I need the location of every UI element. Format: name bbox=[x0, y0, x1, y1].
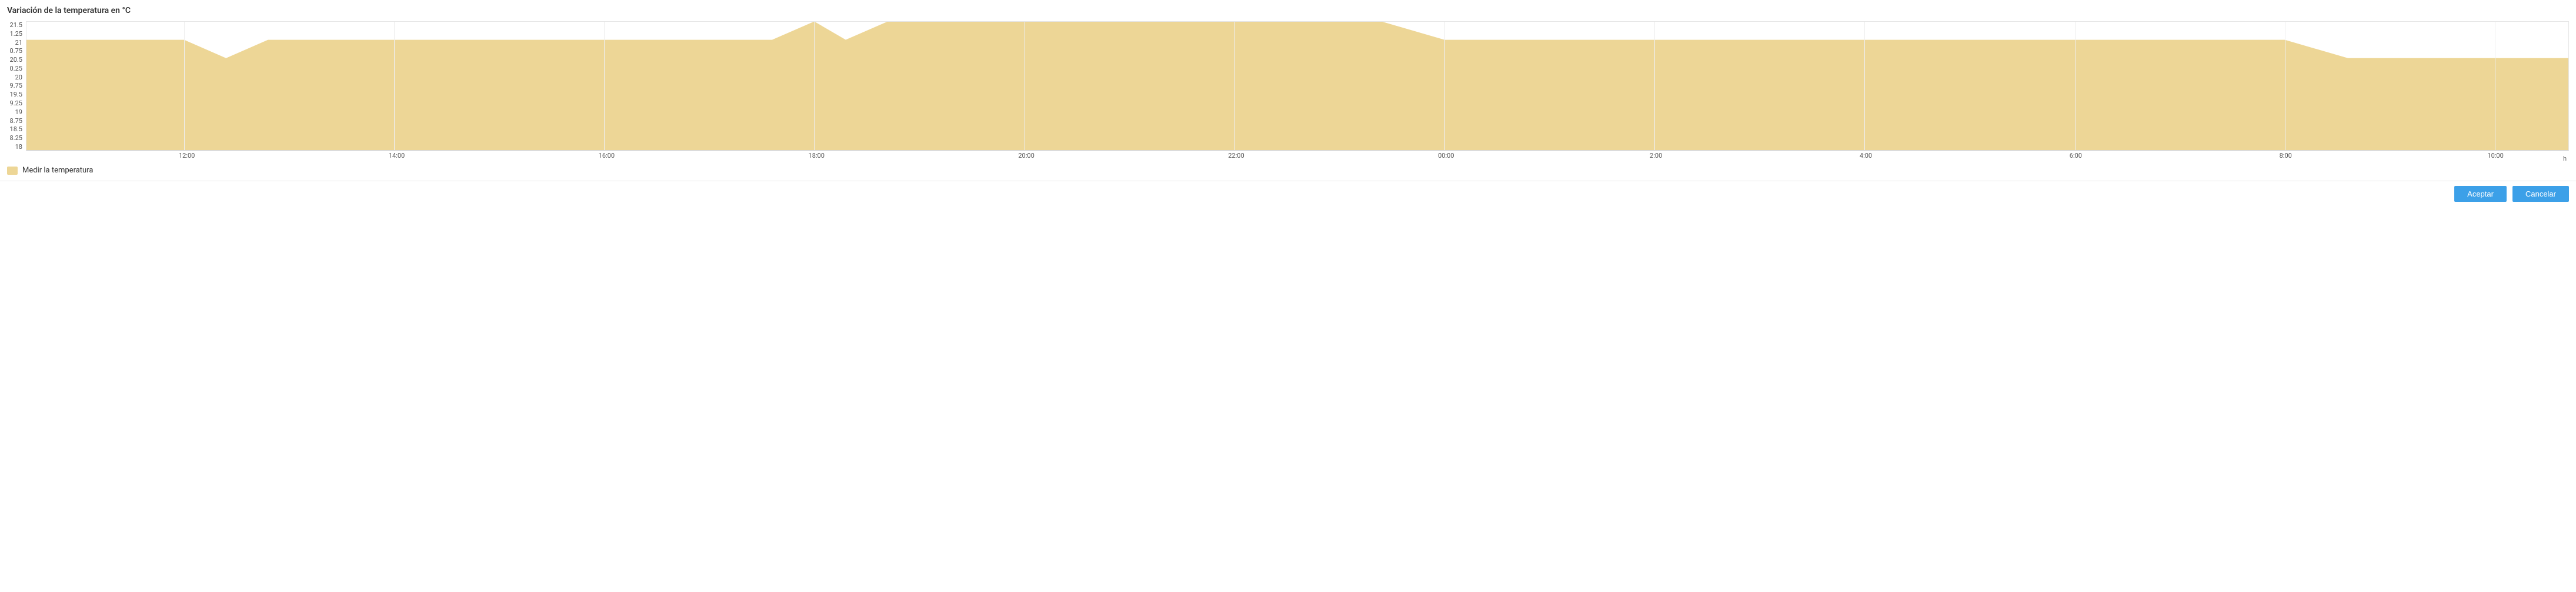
x-tick-label: 18:00 bbox=[809, 152, 825, 159]
legend-label: Medir la temperatura bbox=[22, 166, 93, 175]
y-tick-label: 19.5 bbox=[7, 91, 22, 98]
x-tick-label: 6:00 bbox=[2070, 152, 2082, 159]
x-tick-label: 8:00 bbox=[2280, 152, 2292, 159]
y-tick-label: 18.5 bbox=[7, 125, 22, 133]
gridline bbox=[814, 22, 815, 150]
cancel-button[interactable]: Cancelar bbox=[2512, 186, 2569, 202]
y-tick-label: 8.75 bbox=[7, 117, 22, 125]
y-tick-label: 1.25 bbox=[7, 30, 22, 38]
chart-area: 21.51.25210.7520.50.25209.7519.59.25198.… bbox=[7, 21, 2569, 161]
y-tick-label: 9.75 bbox=[7, 82, 22, 89]
chart-title: Variación de la temperatura en °C bbox=[7, 6, 2569, 15]
y-tick-label: 8.25 bbox=[7, 134, 22, 142]
x-tick-label: 00:00 bbox=[1438, 152, 1454, 159]
x-tick-label: 2:00 bbox=[1650, 152, 1662, 159]
y-tick-label: 19 bbox=[7, 108, 22, 116]
gridline bbox=[1234, 22, 1235, 150]
y-tick-label: 18 bbox=[7, 143, 22, 151]
accept-button[interactable]: Aceptar bbox=[2454, 186, 2507, 202]
gridline bbox=[604, 22, 605, 150]
gridline bbox=[394, 22, 395, 150]
gridline bbox=[1444, 22, 1445, 150]
x-tick-label: 14:00 bbox=[389, 152, 405, 159]
y-tick-label: 0.25 bbox=[7, 65, 22, 72]
gridline bbox=[184, 22, 185, 150]
legend-swatch bbox=[7, 167, 18, 175]
y-tick-label: 21.5 bbox=[7, 21, 22, 29]
y-tick-label: 0.75 bbox=[7, 47, 22, 55]
legend: Medir la temperatura bbox=[7, 166, 2569, 175]
x-tick-label: 22:00 bbox=[1228, 152, 1244, 159]
footer: Aceptar Cancelar bbox=[0, 181, 2576, 208]
y-tick-label: 21 bbox=[7, 39, 22, 46]
x-axis: h 12:00 14:00 16:00 18:00 20:00 22:00 00:00 2:0… bbox=[29, 151, 2569, 161]
plot-region bbox=[26, 21, 2569, 151]
x-tick-label: 10:00 bbox=[2487, 152, 2503, 159]
y-axis: 21.51.25210.7520.50.25209.7519.59.25198.… bbox=[7, 21, 26, 151]
x-tick-label: 4:00 bbox=[1860, 152, 1872, 159]
y-tick-label: 9.25 bbox=[7, 99, 22, 107]
x-tick-label: 20:00 bbox=[1018, 152, 1034, 159]
x-axis-unit: h bbox=[2563, 155, 2567, 162]
y-tick-label: 20 bbox=[7, 74, 22, 81]
x-tick-label: 16:00 bbox=[599, 152, 615, 159]
y-tick-label: 20.5 bbox=[7, 56, 22, 64]
gridline bbox=[1864, 22, 1865, 150]
gridline bbox=[1654, 22, 1655, 150]
x-tick-label: 12:00 bbox=[179, 152, 195, 159]
chart-panel: Variación de la temperatura en °C 21.51.… bbox=[0, 0, 2576, 175]
gridline bbox=[2075, 22, 2076, 150]
area-series bbox=[26, 22, 2568, 150]
